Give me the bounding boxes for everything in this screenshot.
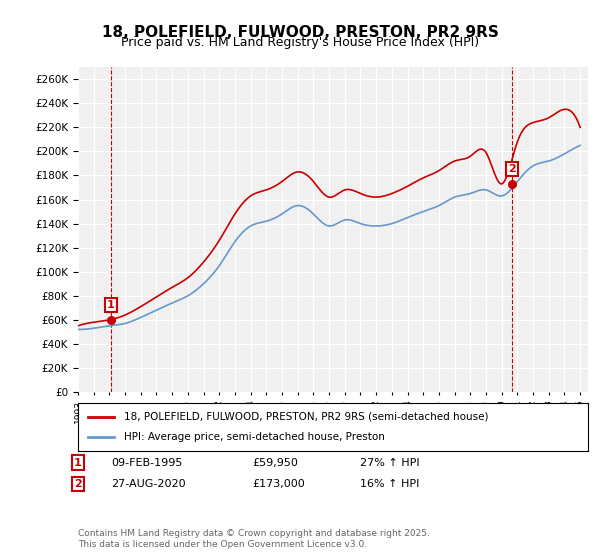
Text: 1: 1 <box>107 300 115 310</box>
Text: 27-AUG-2020: 27-AUG-2020 <box>111 479 185 489</box>
Text: 09-FEB-1995: 09-FEB-1995 <box>111 458 182 468</box>
Text: 27% ↑ HPI: 27% ↑ HPI <box>360 458 419 468</box>
Text: HPI: Average price, semi-detached house, Preston: HPI: Average price, semi-detached house,… <box>124 432 385 442</box>
Text: 1: 1 <box>74 458 82 468</box>
Text: Price paid vs. HM Land Registry's House Price Index (HPI): Price paid vs. HM Land Registry's House … <box>121 36 479 49</box>
Point <box>106 315 116 324</box>
Point <box>507 179 517 188</box>
Text: 18, POLEFIELD, FULWOOD, PRESTON, PR2 9RS (semi-detached house): 18, POLEFIELD, FULWOOD, PRESTON, PR2 9RS… <box>124 412 488 422</box>
Text: £173,000: £173,000 <box>252 479 305 489</box>
Text: 2: 2 <box>508 164 516 174</box>
Text: 18, POLEFIELD, FULWOOD, PRESTON, PR2 9RS: 18, POLEFIELD, FULWOOD, PRESTON, PR2 9RS <box>101 25 499 40</box>
Text: Contains HM Land Registry data © Crown copyright and database right 2025.
This d: Contains HM Land Registry data © Crown c… <box>78 529 430 549</box>
Text: 16% ↑ HPI: 16% ↑ HPI <box>360 479 419 489</box>
Text: £59,950: £59,950 <box>252 458 298 468</box>
Text: 2: 2 <box>74 479 82 489</box>
